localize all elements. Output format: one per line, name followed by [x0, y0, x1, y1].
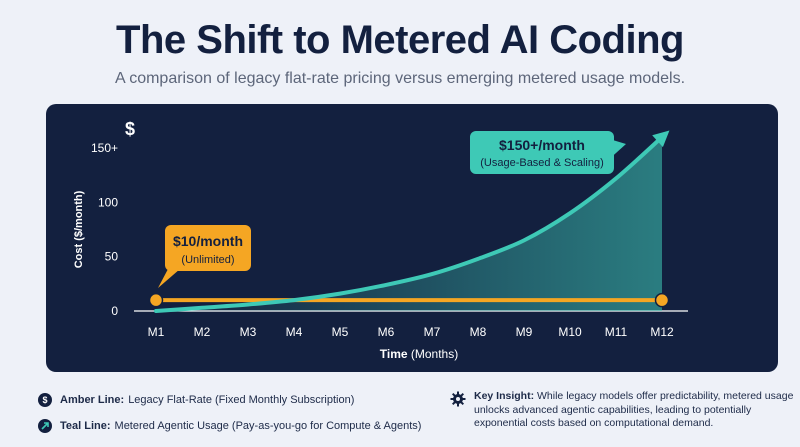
metered-callout-pointer — [606, 138, 626, 162]
y-axis-dollar-icon: $ — [125, 119, 135, 139]
insight-body: While legacy models offer predictability… — [474, 390, 794, 429]
metered-callout-subtitle: (Usage-Based & Scaling) — [480, 157, 604, 169]
x-tick-label: M8 — [470, 325, 487, 339]
key-insight: Key Insight: While legacy models offer p… — [450, 390, 795, 431]
x-tick-label: M12 — [650, 325, 674, 339]
x-tick-label: M10 — [558, 325, 582, 339]
legend-teal-text: Metered Agentic Usage (Pay-as-you-go for… — [114, 420, 422, 432]
y-tick-label: 50 — [105, 250, 119, 264]
x-tick-label: M9 — [516, 325, 533, 339]
legend-teal-key: Teal Line: — [60, 420, 111, 432]
insight-key: Key Insight: — [474, 390, 535, 402]
legend: $ Amber Line: Legacy Flat-Rate (Fixed Mo… — [38, 390, 421, 442]
metered-callout-box — [470, 131, 614, 174]
chart-panel: $0 50 100 150+ Cost ($/month) M1 M2 M3 M4 M5 M6 M7 M… — [46, 104, 778, 372]
y-tick-label: 0 — [111, 304, 118, 318]
insight-text: Key Insight: While legacy models offer p… — [474, 390, 795, 431]
metered-arrowhead — [652, 130, 670, 148]
metered-area-fill — [156, 137, 662, 311]
dollar-icon: $ — [38, 393, 52, 407]
cost-chart: $0 50 100 150+ Cost ($/month) M1 M2 M3 M4 M5 M6 M7 M… — [73, 119, 688, 361]
y-tick-label: 150+ — [91, 141, 118, 155]
y-axis-label: Cost ($/month) — [73, 190, 85, 268]
x-tick-label: M3 — [240, 325, 257, 339]
x-tick-label: M6 — [378, 325, 395, 339]
x-tick-label: M7 — [424, 325, 441, 339]
x-tick-label: M5 — [332, 325, 349, 339]
legend-amber-key: Amber Line: — [60, 394, 125, 406]
legend-amber-text: Legacy Flat-Rate (Fixed Monthly Subscrip… — [128, 394, 355, 406]
x-axis-label: Time (Months) — [380, 347, 458, 361]
page-title: The Shift to Metered AI Coding — [116, 18, 684, 62]
y-tick-label: 100 — [98, 195, 118, 209]
x-tick-label: M11 — [605, 325, 628, 339]
x-tick-label: M2 — [194, 325, 211, 339]
page-subtitle: A comparison of legacy flat-rate pricing… — [114, 70, 686, 87]
gear-icon — [450, 391, 466, 407]
flat-start-point — [148, 292, 164, 308]
flat-end-point — [654, 292, 670, 308]
arrow-up-right-icon — [38, 419, 52, 433]
metered-callout-title: $150+/month — [499, 137, 585, 153]
legend-item-teal: Teal Line: Metered Agentic Usage (Pay-as… — [38, 416, 421, 436]
flat-callout-box — [165, 225, 251, 271]
x-tick-label: M4 — [286, 325, 303, 339]
x-tick-label: M1 — [148, 325, 165, 339]
metered-usage-line — [154, 135, 664, 313]
flat-callout-title: $10/month — [173, 233, 243, 249]
legend-item-amber: $ Amber Line: Legacy Flat-Rate (Fixed Mo… — [38, 390, 421, 410]
flat-callout-subtitle: (Unlimited) — [181, 254, 234, 266]
flat-callout-pointer — [158, 269, 180, 288]
